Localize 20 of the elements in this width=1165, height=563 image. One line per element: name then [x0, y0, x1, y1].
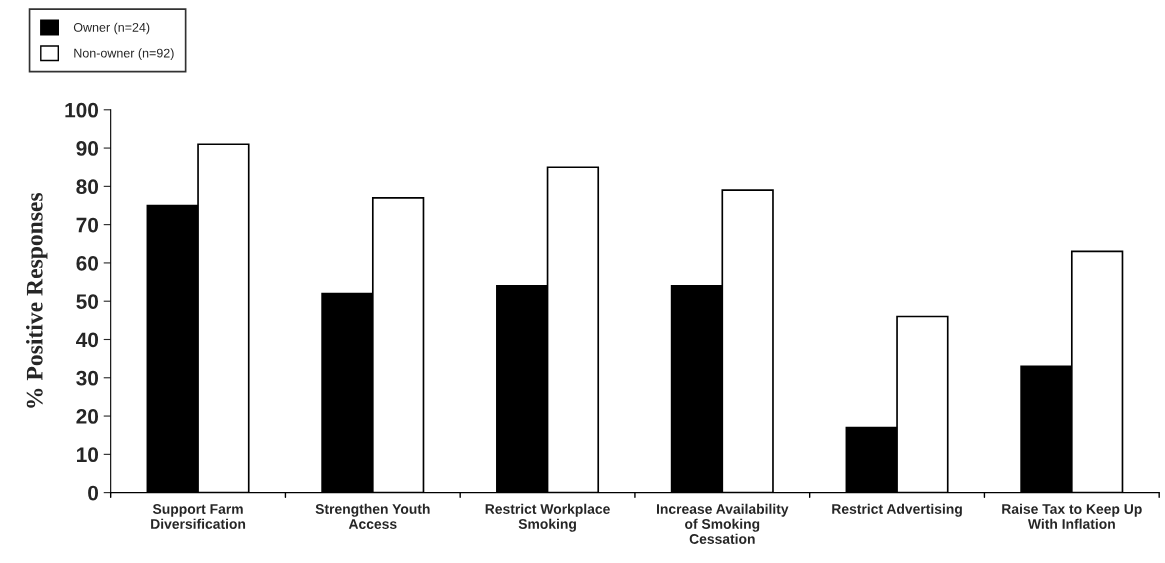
x-tick-label: Restrict Workplace Smoking	[485, 503, 610, 532]
y-tick-label: 70	[76, 217, 99, 233]
legend-label: Owner (n=24)	[73, 22, 150, 35]
x-tick-label: Strengthen Youth Access	[315, 503, 430, 529]
x-tick-label: Support Farm Diversification	[151, 504, 246, 529]
y-tick-label: 50	[76, 294, 99, 309]
y-tick-label: 100	[65, 102, 99, 118]
y-tick-label: 60	[76, 255, 99, 271]
y-tick-label: 80	[76, 179, 99, 195]
y-tick-label: 30	[76, 370, 99, 386]
legend-label: Non-owner (n=92)	[74, 48, 174, 60]
y-tick-label: 0	[88, 485, 99, 501]
y-tick-label: 40	[76, 332, 99, 348]
x-tick-label: Raise Tax to Keep Up With Inflation	[1002, 503, 1142, 529]
y-axis-title: % Positive Responses	[26, 192, 48, 408]
y-tick-label: 90	[76, 141, 99, 156]
x-tick-label: Restrict Advertising	[832, 503, 962, 517]
y-tick-label: 10	[77, 447, 99, 463]
x-tick-label: Increase Availability of Smoking Cessation	[656, 503, 789, 544]
y-tick-label: 20	[76, 409, 99, 424]
